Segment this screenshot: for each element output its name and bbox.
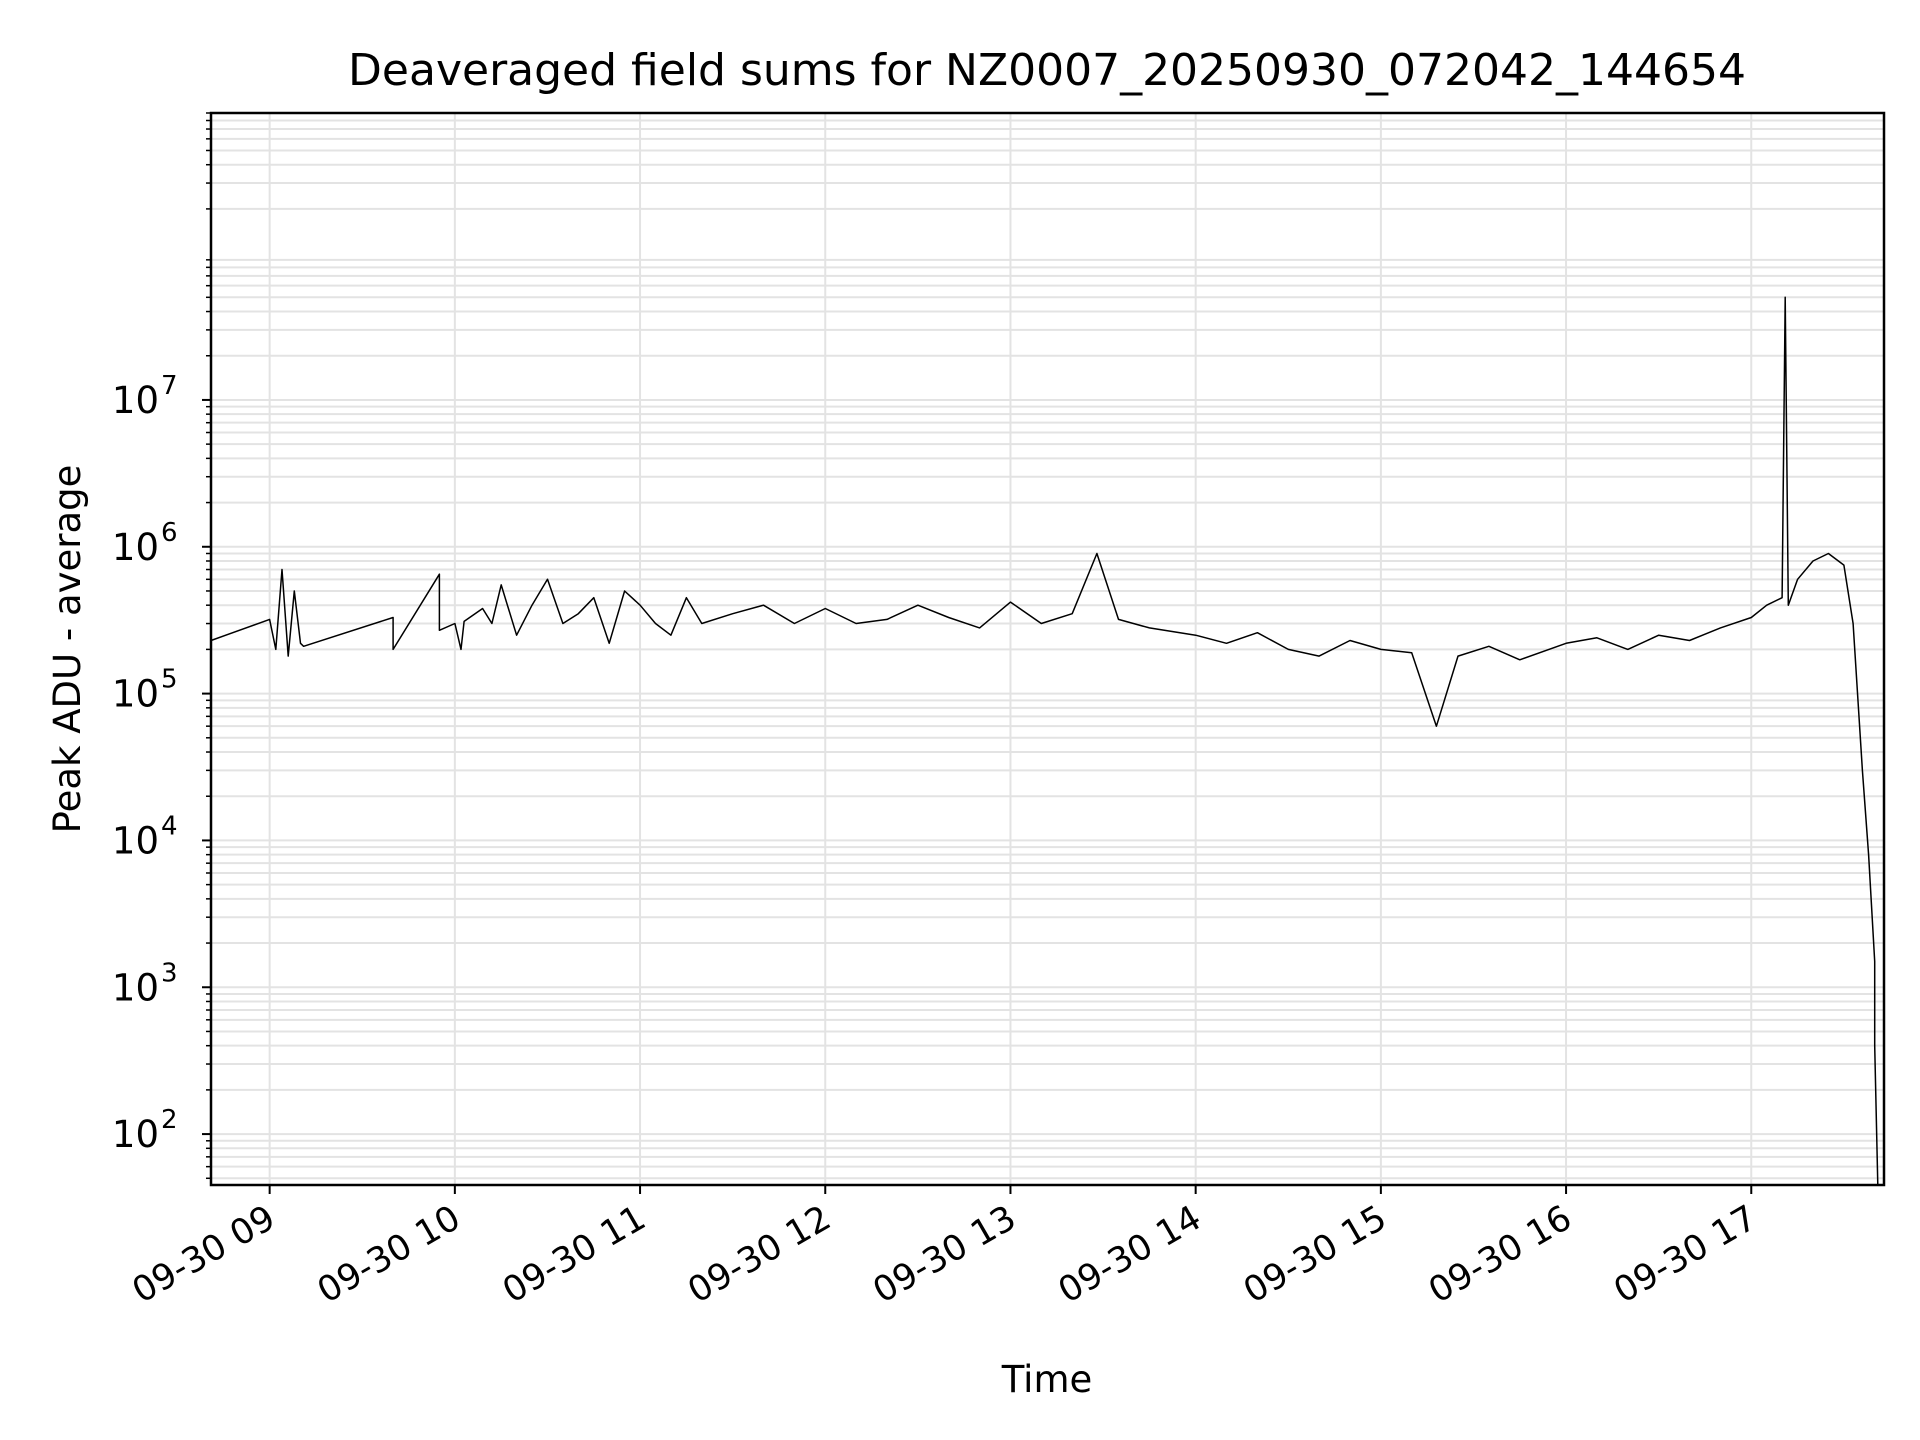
x-tick-label: 09-30 12 bbox=[681, 1198, 837, 1311]
x-tick-label: 09-30 09 bbox=[126, 1198, 282, 1311]
y-tick-label-exponent: 4 bbox=[161, 811, 178, 841]
grid bbox=[211, 112, 1884, 1185]
x-tick-label: 09-30 16 bbox=[1422, 1198, 1578, 1311]
x-tick-label: 09-30 11 bbox=[496, 1198, 652, 1311]
x-axis: 09-30 09 09-30 10 09-30 11 09-30 12 09-30 13… bbox=[126, 1185, 1764, 1311]
chart-title: Deaveraged field sums for NZ0007_2025093… bbox=[348, 45, 1746, 96]
y-tick-label: 10 bbox=[112, 819, 159, 862]
series-layer bbox=[210, 296, 1879, 1186]
x-tick-label: 09-30 15 bbox=[1237, 1198, 1393, 1311]
y-tick-label-exponent: 5 bbox=[161, 665, 178, 695]
x-tick-label: 09-30 10 bbox=[311, 1198, 467, 1311]
y-tick-label-exponent: 3 bbox=[161, 958, 178, 988]
x-axis-label: Time bbox=[1001, 1358, 1093, 1401]
series-line bbox=[210, 296, 1879, 1186]
y-tick-label: 10 bbox=[112, 1113, 159, 1156]
y-axis-label: Peak ADU - average bbox=[46, 465, 89, 834]
y-tick-label: 10 bbox=[112, 673, 159, 716]
y-tick-label-exponent: 6 bbox=[161, 518, 178, 548]
y-tick-label-exponent: 7 bbox=[161, 371, 178, 401]
y-tick-label: 10 bbox=[112, 966, 159, 1009]
y-tick-label: 10 bbox=[112, 379, 159, 422]
x-tick-label: 09-30 14 bbox=[1052, 1198, 1208, 1311]
y-tick-label-exponent: 2 bbox=[161, 1105, 178, 1135]
y-tick-label: 10 bbox=[112, 526, 159, 569]
x-tick-label: 09-30 17 bbox=[1607, 1198, 1763, 1311]
x-tick-label: 09-30 13 bbox=[867, 1198, 1023, 1311]
